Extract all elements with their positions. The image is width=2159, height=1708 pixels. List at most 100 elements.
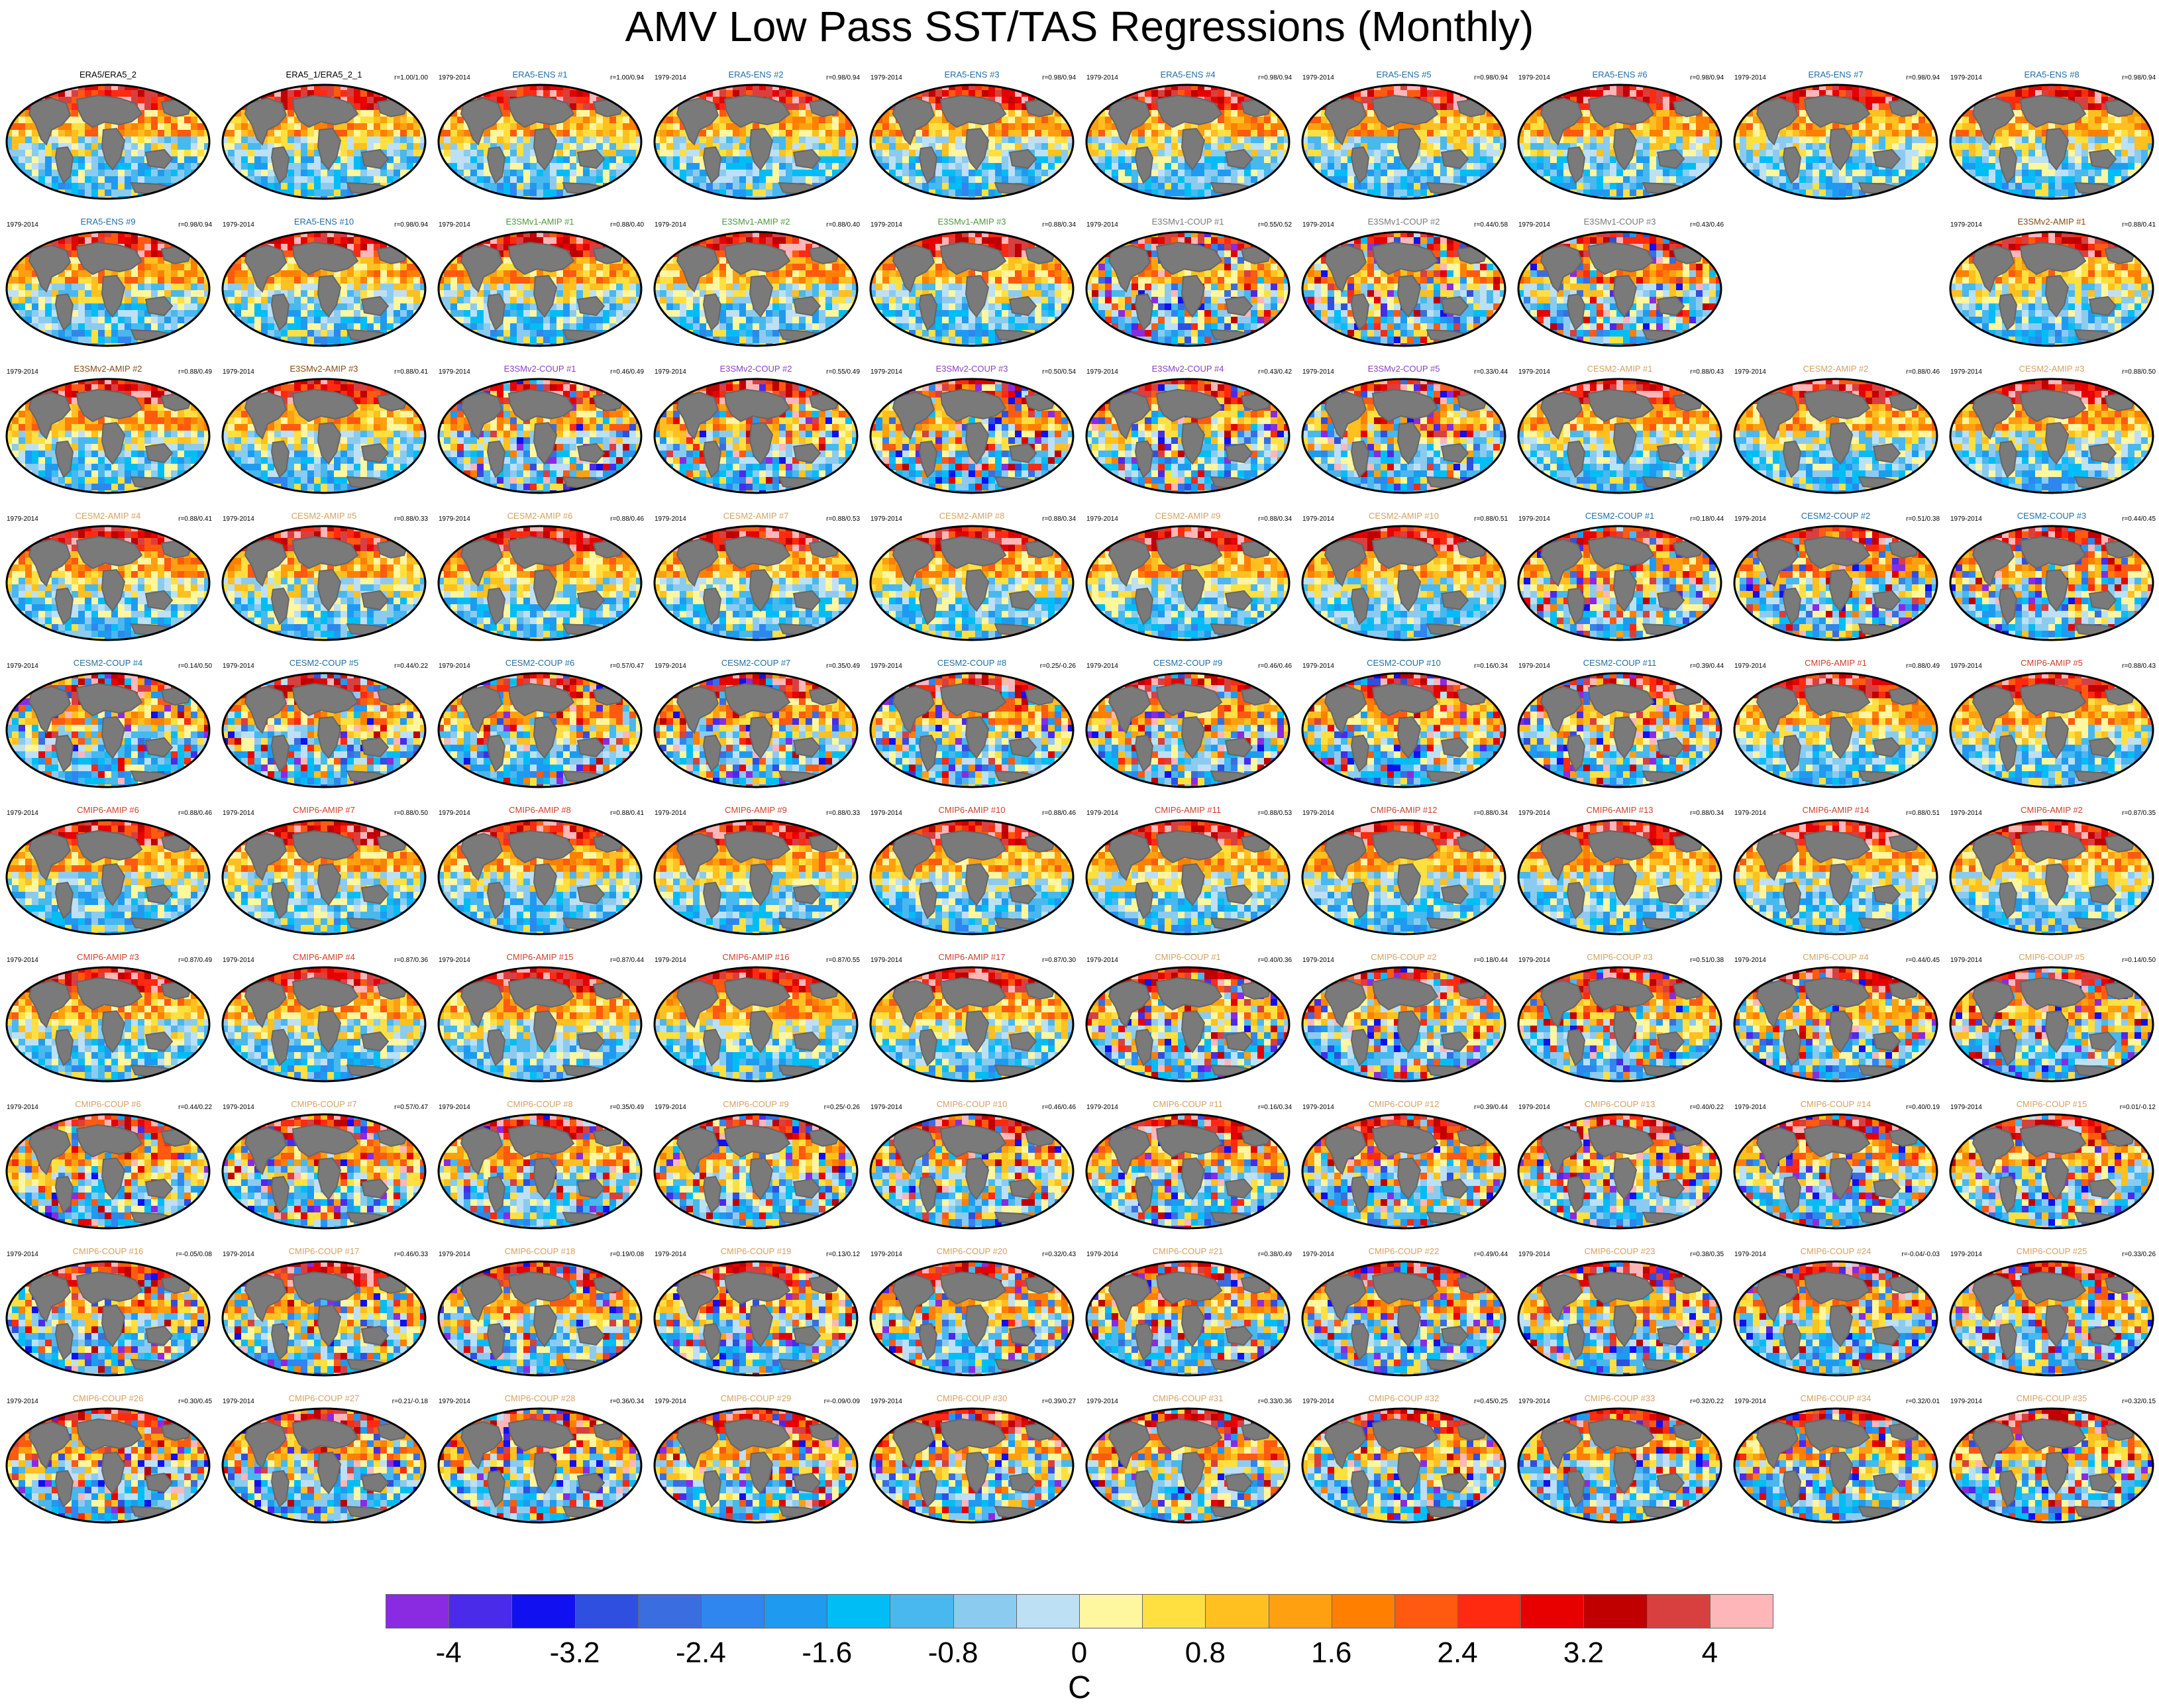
regression-map — [1733, 378, 1938, 494]
panel-years: 1979-2014 — [223, 221, 254, 229]
map-panel: ERA5/ERA5_2 — [0, 66, 216, 212]
map-panel: 1979-2014 CMIP6-COUP #7 r=0.57/0.47 — [216, 1096, 432, 1242]
panel-correlation: r=0.14/0.50 — [178, 663, 212, 670]
regression-map — [5, 672, 211, 788]
regression-map — [1733, 966, 1938, 1083]
panel-correlation: r=0.40/0.19 — [1906, 1104, 1940, 1111]
map-panel: 1979-2014 CESM2-COUP #9 r=0.46/0.46 — [1080, 655, 1296, 800]
map-panel: 1979-2014 CESM2-AMIP #1 r=0.88/0.43 — [1512, 360, 1728, 506]
panel-label: CESM2-AMIP #6 — [432, 511, 648, 521]
page-title: AMV Low Pass SST/TAS Regressions (Monthl… — [0, 0, 2159, 53]
regression-map — [653, 1260, 859, 1377]
panel-label: CESM2-COUP #11 — [1512, 658, 1728, 668]
colorbar-tick: -2.4 — [635, 1636, 767, 1670]
regression-map — [1301, 1407, 1506, 1524]
panel-correlation: r=0.43/0.42 — [1258, 368, 1292, 376]
panel-years: 1979-2014 — [7, 1104, 38, 1111]
colorbar-segment — [1331, 1594, 1395, 1628]
panel-years: 1979-2014 — [1734, 1104, 1766, 1111]
panel-correlation: r=0.88/0.53 — [1258, 810, 1292, 817]
map-panel: 1979-2014 ERA5-ENS #5 r=0.98/0.94 — [1296, 66, 1512, 212]
panel-correlation: r=0.98/0.94 — [1258, 74, 1292, 81]
regression-map — [221, 1113, 427, 1230]
panel-years: 1979-2014 — [7, 1251, 38, 1258]
map-panel: 1979-2014 CMIP6-COUP #32 r=0.45/0.25 — [1296, 1390, 1512, 1536]
panel-years: 1979-2014 — [1302, 957, 1334, 964]
panel-years: 1979-2014 — [655, 368, 686, 376]
panel-label: CMIP6-COUP #11 — [1080, 1099, 1296, 1109]
panel-correlation: r=0.88/0.46 — [610, 515, 644, 523]
panel-correlation: r=0.88/0.46 — [1042, 810, 1076, 817]
colorbar-tick: -0.8 — [887, 1636, 1020, 1670]
panel-years: 1979-2014 — [439, 74, 470, 81]
regression-map — [653, 819, 859, 935]
panel-label: CMIP6-COUP #5 — [1944, 952, 2159, 962]
map-panel: 1979-2014 E3SMv1-COUP #2 r=0.44/0.58 — [1296, 213, 1512, 359]
panel-years: 1979-2014 — [7, 810, 38, 817]
panel-years: 1979-2014 — [1302, 1251, 1334, 1258]
colorbar-segment — [386, 1594, 450, 1628]
map-panel: 1979-2014 ERA5-ENS #2 r=0.98/0.94 — [648, 66, 864, 212]
regression-map — [1517, 1113, 1722, 1230]
panel-years: 1979-2014 — [1086, 74, 1118, 81]
regression-map — [869, 1407, 1075, 1524]
regression-map — [1517, 1260, 1722, 1377]
regression-map — [869, 819, 1075, 935]
panel-correlation: r=0.32/0.43 — [1042, 1251, 1076, 1258]
panel-correlation: r=0.38/0.49 — [1258, 1251, 1292, 1258]
panel-years: 1979-2014 — [223, 1398, 254, 1405]
panel-years: 1979-2014 — [223, 957, 254, 964]
map-panel: 1979-2014 CESM2-AMIP #3 r=0.88/0.50 — [1944, 360, 2159, 506]
colorbar-segment — [953, 1594, 1017, 1628]
panel-label: CMIP6-AMIP #17 — [864, 952, 1080, 962]
regression-map — [5, 378, 211, 494]
panel-label: CMIP6-COUP #20 — [864, 1246, 1080, 1256]
regression-map — [1301, 378, 1506, 494]
panel-label: CMIP6-COUP #15 — [1944, 1099, 2159, 1109]
map-panel: 1979-2014 CESM2-COUP #1 r=0.18/0.44 — [1512, 507, 1728, 653]
panel-years: 1979-2014 — [870, 1104, 902, 1111]
colorbar-tick-labels: -4 -3.2 -2.4 -1.6 -0.8 0 0.8 1.6 2.4 3.2 4 — [0, 1636, 2159, 1676]
panel-years: 1979-2014 — [1086, 810, 1118, 817]
panel-correlation: r=0.88/0.40 — [826, 221, 860, 229]
map-panel: 1979-2014 CMIP6-COUP #5 r=0.14/0.50 — [1944, 949, 2159, 1094]
regression-map — [1949, 231, 2154, 347]
map-panel: 1979-2014 CESM2-AMIP #7 r=0.88/0.53 — [648, 507, 864, 653]
panel-years: 1979-2014 — [1518, 957, 1550, 964]
panel-years: 1979-2014 — [1302, 810, 1334, 817]
map-panel: 1979-2014 CMIP6-AMIP #14 r=0.88/0.51 — [1728, 802, 1944, 947]
regression-map — [869, 966, 1075, 1083]
panel-years: 1979-2014 — [7, 221, 38, 229]
panel-years: 1979-2014 — [655, 810, 686, 817]
regression-map — [1517, 525, 1722, 641]
panel-label: CMIP6-AMIP #16 — [648, 952, 864, 962]
map-panel: 1979-2014 CESM2-AMIP #8 r=0.88/0.34 — [864, 507, 1080, 653]
regression-map — [1085, 1113, 1290, 1230]
panel-label: CESM2-AMIP #9 — [1080, 511, 1296, 521]
panel-years: 1979-2014 — [870, 74, 902, 81]
panel-correlation: r=-0.05/0.08 — [176, 1251, 212, 1258]
map-panel: 1979-2014 CMIP6-COUP #31 r=0.33/0.36 — [1080, 1390, 1296, 1536]
regression-map — [1085, 672, 1290, 788]
panel-label: ERA5-ENS #2 — [648, 70, 864, 80]
panel-label: CMIP6-COUP #24 — [1728, 1246, 1944, 1256]
panel-correlation: r=-0.04/-0.03 — [1901, 1251, 1940, 1258]
panel-label: CESM2-AMIP #4 — [0, 511, 216, 521]
panel-correlation: r=0.21/-0.18 — [392, 1398, 428, 1405]
map-panel: 1979-2014 E3SMv2-COUP #2 r=0.55/0.49 — [648, 360, 864, 506]
regression-map — [1949, 1407, 2154, 1524]
panel-label: ERA5/ERA5_2 — [0, 70, 216, 80]
map-panel: 1979-2014 ERA5-ENS #4 r=0.98/0.94 — [1080, 66, 1296, 212]
panel-correlation: r=0.46/0.46 — [1258, 663, 1292, 670]
panel-label: CMIP6-COUP #22 — [1296, 1246, 1512, 1256]
panel-correlation: r=0.25/-0.26 — [824, 1104, 860, 1111]
panel-label: CMIP6-COUP #13 — [1512, 1099, 1728, 1109]
panel-label: CMIP6-COUP #25 — [1944, 1246, 2159, 1256]
regression-map — [1517, 672, 1722, 788]
panel-correlation: r=0.36/0.34 — [610, 1398, 644, 1405]
panel-label: CESM2-COUP #8 — [864, 658, 1080, 668]
panel-correlation: r=0.32/0.22 — [1690, 1398, 1724, 1405]
panel-label: CMIP6-COUP #16 — [0, 1246, 216, 1256]
map-panel: 1979-2014 CESM2-COUP #8 r=0.25/-0.26 — [864, 655, 1080, 800]
panel-correlation: r=0.35/0.49 — [826, 663, 860, 670]
